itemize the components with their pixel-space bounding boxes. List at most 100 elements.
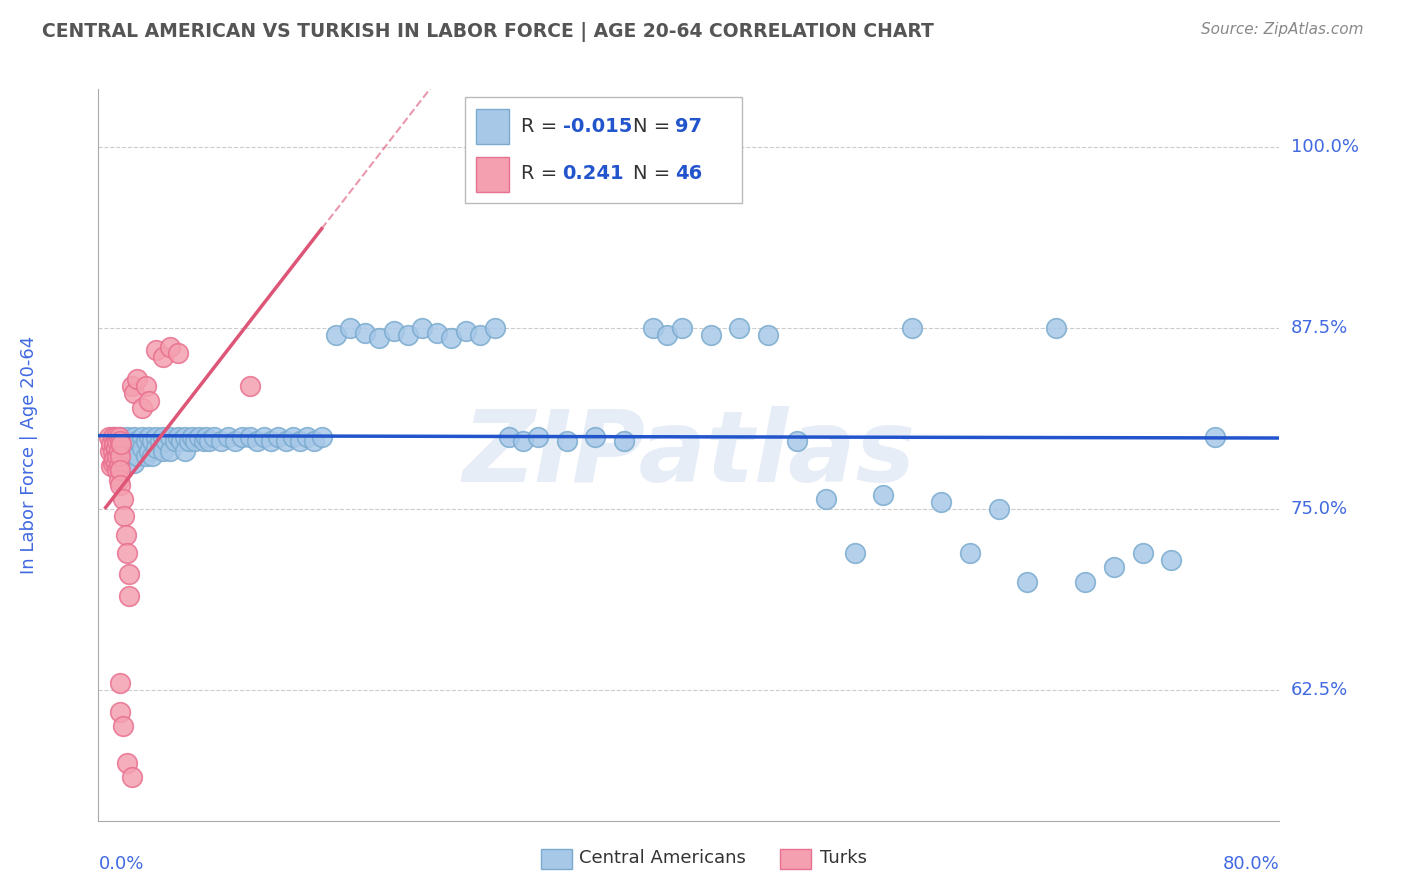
Point <box>526 430 548 444</box>
Point <box>111 437 134 451</box>
Point <box>872 488 894 502</box>
Point <box>115 456 138 470</box>
Point <box>115 546 138 560</box>
Point <box>138 430 160 444</box>
Point <box>1102 560 1125 574</box>
Point <box>304 434 326 449</box>
Point <box>105 449 128 463</box>
Point <box>108 444 131 458</box>
Point <box>188 430 211 444</box>
Point <box>217 430 239 444</box>
Point <box>141 434 163 449</box>
Point <box>583 430 606 444</box>
Point <box>115 430 138 444</box>
Point <box>728 321 751 335</box>
Point <box>671 321 693 335</box>
Text: 62.5%: 62.5% <box>1291 681 1348 699</box>
Point <box>138 444 160 458</box>
Text: CENTRAL AMERICAN VS TURKISH IN LABOR FORCE | AGE 20-64 CORRELATION CHART: CENTRAL AMERICAN VS TURKISH IN LABOR FOR… <box>42 22 934 42</box>
Point <box>100 458 122 473</box>
Point <box>198 434 221 449</box>
Point <box>108 463 131 477</box>
Point <box>121 447 143 461</box>
Point <box>124 456 146 470</box>
Point <box>260 434 283 449</box>
Point <box>311 430 333 444</box>
Point <box>131 401 153 415</box>
Point <box>121 770 143 784</box>
Text: 75.0%: 75.0% <box>1291 500 1348 518</box>
Point <box>100 437 122 451</box>
Point <box>121 379 143 393</box>
Text: 100.0%: 100.0% <box>1291 138 1358 156</box>
Point <box>114 528 136 542</box>
Point <box>112 509 135 524</box>
Point <box>173 444 195 458</box>
Point <box>152 430 174 444</box>
Point <box>179 434 201 449</box>
FancyBboxPatch shape <box>477 157 509 192</box>
Point <box>145 442 167 456</box>
Point <box>159 340 181 354</box>
Text: Central Americans: Central Americans <box>579 849 747 867</box>
Point <box>105 463 128 477</box>
FancyBboxPatch shape <box>477 110 509 145</box>
Point <box>135 449 157 463</box>
FancyBboxPatch shape <box>464 96 742 202</box>
Point <box>1132 546 1154 560</box>
Point <box>152 444 174 458</box>
Text: N =: N = <box>634 164 671 184</box>
Point <box>104 456 127 470</box>
Text: In Labor Force | Age 20-64: In Labor Force | Age 20-64 <box>20 335 38 574</box>
Text: R =: R = <box>522 117 558 136</box>
Point <box>657 328 679 343</box>
Text: 87.5%: 87.5% <box>1291 319 1348 337</box>
Point <box>484 321 506 335</box>
Point <box>107 444 129 458</box>
Point <box>274 434 297 449</box>
Text: R =: R = <box>522 164 558 184</box>
Point <box>101 430 124 444</box>
Point <box>163 434 186 449</box>
Text: Source: ZipAtlas.com: Source: ZipAtlas.com <box>1201 22 1364 37</box>
Point <box>104 430 127 444</box>
Point <box>1074 574 1097 589</box>
Point <box>929 495 952 509</box>
Point <box>440 331 463 345</box>
Point <box>121 434 143 449</box>
Text: 97: 97 <box>675 117 702 136</box>
Text: 80.0%: 80.0% <box>1223 855 1279 873</box>
Point <box>118 567 141 582</box>
Point <box>115 756 138 770</box>
Text: 0.0%: 0.0% <box>98 855 143 873</box>
Point <box>103 437 125 451</box>
Point <box>613 434 636 449</box>
Point <box>98 444 121 458</box>
Point <box>844 546 866 560</box>
Point <box>411 321 433 335</box>
Text: Turks: Turks <box>820 849 866 867</box>
Point <box>141 449 163 463</box>
Point <box>184 434 207 449</box>
Point <box>209 434 232 449</box>
Point <box>297 430 319 444</box>
Point <box>454 324 477 338</box>
Point <box>166 346 188 360</box>
Point <box>131 430 153 444</box>
Point <box>101 430 124 444</box>
Point <box>498 430 520 444</box>
Point <box>281 430 304 444</box>
Point <box>103 451 125 466</box>
Point <box>149 434 172 449</box>
Point <box>325 328 347 343</box>
Point <box>145 430 167 444</box>
Point <box>124 442 146 456</box>
Text: -0.015: -0.015 <box>562 117 631 136</box>
Point <box>108 705 131 719</box>
Point <box>105 434 128 449</box>
Point <box>115 444 138 458</box>
Point <box>267 430 290 444</box>
Point <box>108 449 131 463</box>
Point <box>124 430 146 444</box>
Point <box>107 458 129 473</box>
